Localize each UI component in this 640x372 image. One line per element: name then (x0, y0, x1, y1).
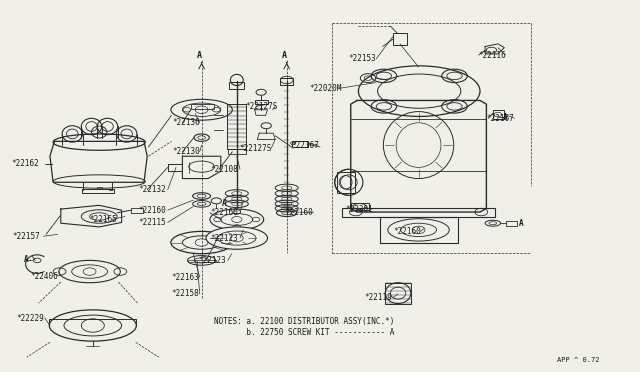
Text: *22158: *22158 (172, 289, 199, 298)
Bar (493, 110, 504, 119)
Text: *22123: *22123 (210, 234, 237, 243)
Text: *22108: *22108 (210, 165, 237, 174)
Text: *22116: *22116 (479, 51, 506, 60)
Text: *22160: *22160 (285, 208, 313, 217)
Text: *22301: *22301 (346, 205, 373, 214)
Text: *22157: *22157 (13, 232, 40, 241)
Bar (337, 172, 355, 193)
Text: *22160: *22160 (393, 227, 420, 236)
Text: *22020M: *22020M (310, 84, 342, 93)
Text: *22229: *22229 (16, 314, 44, 323)
Ellipse shape (49, 310, 136, 341)
Text: *22167: *22167 (486, 114, 514, 123)
Text: A: A (518, 219, 523, 228)
Bar (280, 78, 293, 85)
Bar (351, 203, 369, 210)
Text: A: A (221, 199, 226, 208)
Text: *22167: *22167 (291, 141, 319, 150)
Bar (342, 208, 495, 217)
Text: *22160: *22160 (138, 206, 166, 215)
Text: b. 22750 SCREW KIT ----------- A: b. 22750 SCREW KIT ----------- A (214, 328, 395, 337)
Bar (255, 100, 268, 104)
Text: *22163: *22163 (172, 273, 199, 282)
Bar (188, 260, 216, 262)
Text: A: A (196, 51, 202, 60)
Bar (292, 141, 308, 147)
Ellipse shape (206, 227, 268, 249)
Bar (506, 221, 517, 226)
Text: *22115: *22115 (138, 218, 166, 227)
Bar (131, 208, 143, 213)
Text: *22127S: *22127S (246, 102, 278, 111)
Bar (97, 187, 102, 189)
Text: A: A (503, 113, 508, 122)
Text: *22162: *22162 (12, 159, 39, 168)
Text: A: A (24, 255, 29, 264)
Text: NOTES: a. 22100 DISTRIBUTOR ASSY(INC.*): NOTES: a. 22100 DISTRIBUTOR ASSY(INC.*) (214, 317, 395, 326)
Text: *22123: *22123 (198, 256, 226, 265)
Text: A: A (282, 51, 287, 60)
Bar (385, 283, 411, 304)
Text: *22119: *22119 (365, 293, 392, 302)
Text: APP ^ 0.72: APP ^ 0.72 (557, 357, 599, 363)
Text: *22153: *22153 (349, 54, 376, 63)
Text: *22160: *22160 (210, 208, 237, 217)
Ellipse shape (171, 99, 232, 120)
Text: *22406: *22406 (31, 272, 58, 280)
Bar (229, 82, 244, 89)
Bar (191, 104, 214, 109)
Text: *22132: *22132 (138, 185, 166, 194)
Bar (227, 104, 246, 149)
Ellipse shape (171, 231, 232, 254)
Text: *22130: *22130 (173, 147, 200, 156)
Bar (228, 149, 246, 154)
Text: *22127S: *22127S (239, 144, 272, 153)
Text: *22165: *22165 (90, 215, 117, 224)
Ellipse shape (210, 209, 264, 230)
Bar (380, 217, 458, 243)
Bar (82, 189, 114, 193)
Bar (393, 33, 407, 45)
Text: *22136: *22136 (173, 118, 200, 127)
Ellipse shape (59, 260, 120, 283)
